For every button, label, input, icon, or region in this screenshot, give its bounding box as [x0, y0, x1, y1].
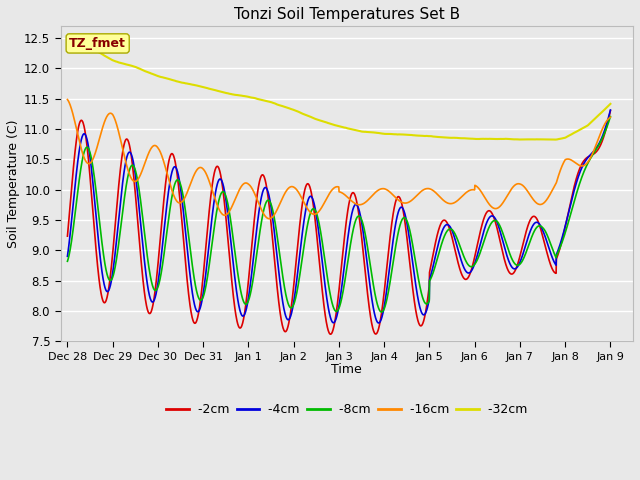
Y-axis label: Soil Temperature (C): Soil Temperature (C) [7, 120, 20, 248]
Text: TZ_fmet: TZ_fmet [69, 37, 126, 50]
Legend:  -2cm,  -4cm,  -8cm,  -16cm,  -32cm: -2cm, -4cm, -8cm, -16cm, -32cm [161, 398, 532, 421]
Title: Tonzi Soil Temperatures Set B: Tonzi Soil Temperatures Set B [234, 7, 460, 22]
X-axis label: Time: Time [332, 363, 362, 376]
